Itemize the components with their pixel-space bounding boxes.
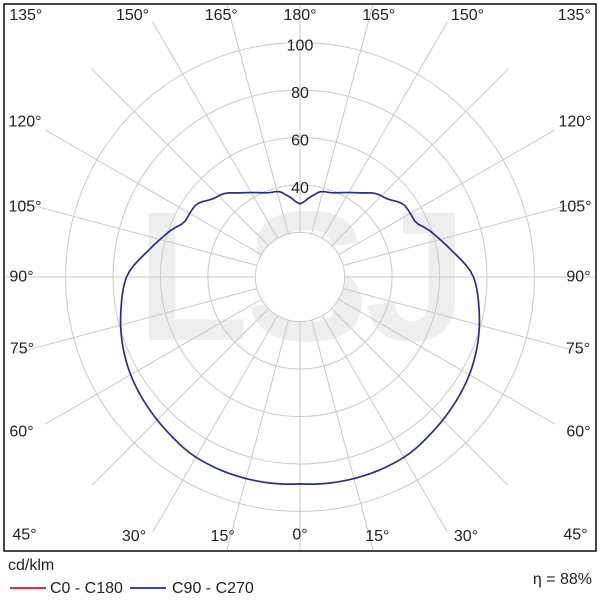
svg-text:135°: 135° [558,7,591,24]
svg-text:15°: 15° [211,528,235,545]
svg-text:η = 88%: η = 88% [533,571,592,588]
svg-text:150°: 150° [116,7,149,24]
svg-text:30°: 30° [454,528,478,545]
svg-text:60°: 60° [566,424,590,441]
svg-text:0°: 0° [292,527,307,544]
svg-text:180°: 180° [283,7,316,24]
svg-text:cd/klm: cd/klm [8,557,54,574]
svg-text:105°: 105° [8,199,41,216]
svg-text:30°: 30° [122,528,146,545]
svg-text:60°: 60° [9,424,33,441]
svg-text:40: 40 [291,180,309,197]
svg-text:150°: 150° [451,7,484,24]
svg-text:120°: 120° [8,114,41,131]
svg-text:80: 80 [291,85,309,102]
svg-text:15°: 15° [365,528,389,545]
svg-text:135°: 135° [9,7,42,24]
svg-text:45°: 45° [563,527,587,544]
svg-text:C0 - C180: C0 - C180 [50,580,123,597]
svg-text:90°: 90° [566,269,590,286]
svg-text:100: 100 [287,38,314,55]
svg-text:60: 60 [291,132,309,149]
svg-text:105°: 105° [558,199,591,216]
svg-text:90°: 90° [9,269,33,286]
svg-text:75°: 75° [566,341,590,358]
svg-text:165°: 165° [362,7,395,24]
svg-text:165°: 165° [205,7,238,24]
svg-text:C90 - C270: C90 - C270 [172,580,254,597]
svg-text:75°: 75° [10,341,34,358]
svg-text:45°: 45° [12,527,36,544]
svg-text:120°: 120° [558,114,591,131]
